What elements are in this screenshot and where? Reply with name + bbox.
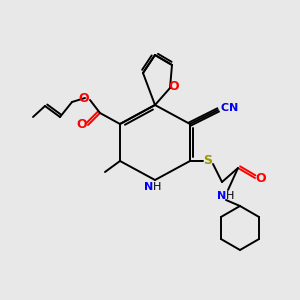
Text: O: O <box>77 118 87 131</box>
Text: H: H <box>153 182 161 192</box>
Text: O: O <box>256 172 266 184</box>
Text: H: H <box>226 191 234 201</box>
Text: O: O <box>169 80 179 92</box>
Text: S: S <box>203 154 212 167</box>
Text: N: N <box>218 191 226 201</box>
Text: N: N <box>144 182 154 192</box>
Text: C: C <box>221 103 229 113</box>
Text: N: N <box>230 103 238 113</box>
Text: O: O <box>79 92 89 104</box>
